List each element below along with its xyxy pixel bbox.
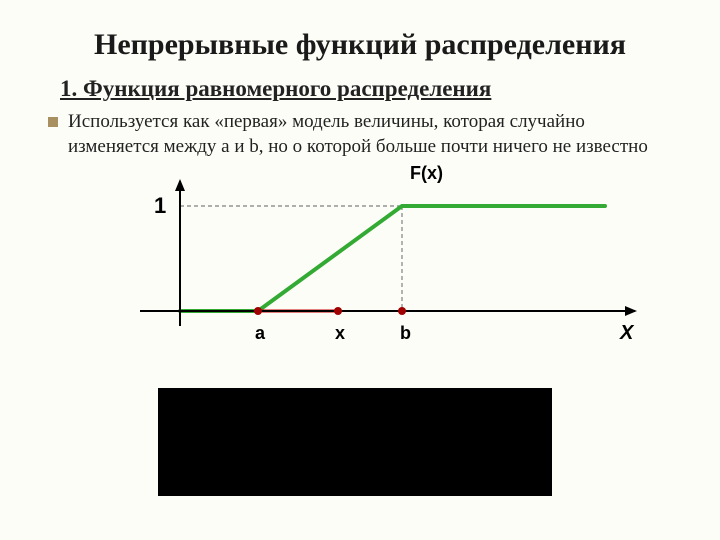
svg-text:1: 1 (154, 193, 166, 218)
svg-text:X: X (619, 322, 635, 344)
svg-text:F(x): F(x) (410, 163, 443, 183)
svg-text:a: a (255, 323, 266, 343)
formula-blackbox (158, 388, 552, 496)
slide-title: Непрерывные функций распределения (40, 28, 680, 62)
bullet-icon (48, 117, 58, 127)
slide-subtitle: 1. Функция равномерного распределения (60, 76, 680, 102)
svg-text:x: x (335, 323, 345, 343)
description-text: Используется как «первая» модель величин… (68, 110, 680, 159)
svg-text:b: b (400, 323, 411, 343)
cdf-chart: F(x) 1 a x b X (80, 161, 640, 371)
description-row: Используется как «первая» модель величин… (48, 110, 680, 159)
chart-container: F(x) 1 a x b X (80, 161, 640, 371)
